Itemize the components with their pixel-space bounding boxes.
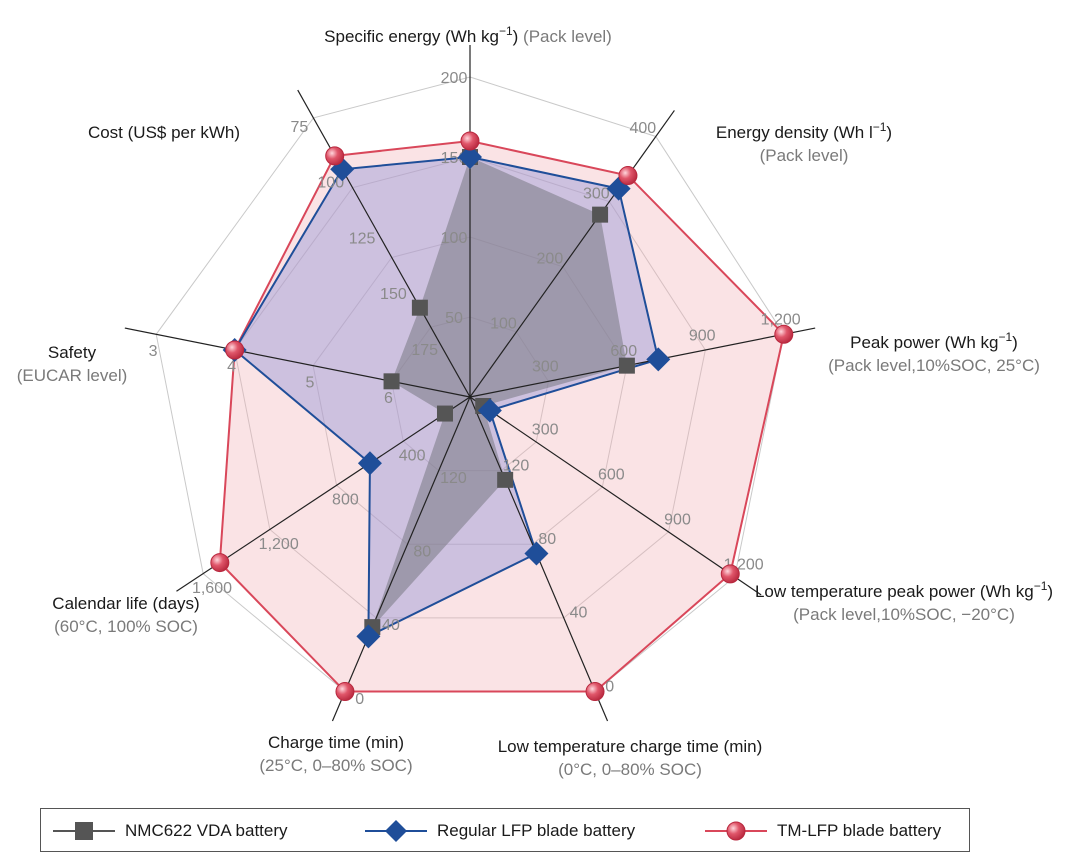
tick-label: 50: [445, 310, 463, 327]
axis-subtitle-5: (0°C, 0–80% SOC): [558, 760, 702, 779]
axis-title-6: Charge time (min): [268, 733, 404, 752]
data-point-2-4: [477, 398, 502, 423]
tick-label: 200: [537, 250, 564, 267]
tick-label: 1,200: [259, 536, 299, 553]
data-point-3-9: [325, 146, 345, 166]
grid-ring-3: [234, 156, 706, 619]
axis-spoke-4: [469, 396, 762, 596]
tick-label: 300: [532, 359, 559, 376]
tick-label: 6: [384, 390, 393, 407]
data-point-3-5: [585, 682, 605, 702]
data-point-3-6: [335, 682, 355, 702]
data-point-2-6: [356, 624, 381, 649]
tick-label: 150: [380, 286, 407, 303]
axis-subtitle-3: (Pack level,10%SOC, 25°C): [828, 356, 1040, 375]
series-area-nmc622-vda-battery: [372, 157, 627, 628]
tick-label: 40: [382, 617, 400, 634]
tick-label: 3: [149, 343, 158, 360]
tick-label: 600: [598, 467, 625, 484]
tick-label: 400: [399, 447, 426, 464]
legend-label-regular-lfp: Regular LFP blade battery: [437, 821, 636, 840]
tick-label: 100: [490, 316, 517, 333]
tick-label: 400: [629, 120, 656, 137]
legend-item-regular-lfp: Regular LFP blade battery: [363, 819, 635, 843]
data-point-3-1: [460, 131, 480, 151]
axis-spoke-3: [469, 327, 816, 398]
legend-label-nmc622: NMC622 VDA battery: [125, 821, 288, 840]
axis-subtitle-4: (Pack level,10%SOC, −20°C): [793, 605, 1015, 624]
axis-subtitle-6: (25°C, 0–80% SOC): [259, 756, 412, 775]
axis-title-9: Cost (US$ per kWh): [88, 123, 240, 142]
tick-label: 150: [441, 150, 468, 167]
data-point-2-7: [357, 451, 382, 476]
tick-label: 100: [317, 175, 344, 192]
tick-label: 1,600: [192, 580, 232, 597]
legend: NMC622 VDA battery Regular LFP blade bat…: [40, 808, 970, 852]
data-point-3-3: [774, 324, 794, 344]
legend-label-tm-lfp: TM-LFP blade battery: [777, 821, 942, 840]
series-area-tm-lfp-blade-battery: [218, 139, 785, 693]
tick-label: 80: [538, 531, 556, 548]
tick-label: 300: [532, 422, 559, 439]
axis-title-4: Low temperature peak power (Wh kg−1): [755, 579, 1053, 601]
tick-label: 75: [291, 119, 309, 136]
axis-title-5: Low temperature charge time (min): [498, 737, 763, 756]
data-point-1-2: [592, 206, 609, 223]
axis-spoke-9: [297, 89, 471, 398]
axis-title-3: Peak power (Wh kg−1): [850, 330, 1018, 352]
axis-subtitle-8: (EUCAR level): [17, 366, 128, 385]
data-point-2-5: [524, 541, 549, 566]
data-point-1-3: [618, 357, 635, 374]
axis-spoke-6: [331, 396, 471, 722]
square-marker-icon: [53, 822, 115, 840]
tick-label: 600: [610, 343, 637, 360]
data-point-1-5: [497, 471, 514, 488]
legend-item-nmc622: NMC622 VDA battery: [51, 819, 288, 843]
tick-label: 125: [349, 230, 376, 247]
data-point-1-8: [383, 373, 400, 390]
tick-label: 900: [664, 512, 691, 529]
data-point-1-9: [411, 299, 428, 316]
tick-label: 1,200: [761, 312, 801, 329]
circle-marker-icon: [705, 821, 767, 841]
tick-label: 100: [441, 230, 468, 247]
axis-subtitle-2: (Pack level): [760, 146, 849, 165]
tick-label: 175: [411, 342, 438, 359]
tick-label: 0: [605, 678, 614, 695]
data-point-2-3: [646, 347, 671, 372]
data-point-3-2: [618, 166, 638, 186]
data-point-1-7: [436, 405, 453, 422]
tick-label: 200: [441, 70, 468, 87]
axis-spoke-2: [469, 110, 675, 398]
legend-item-tm-lfp: TM-LFP blade battery: [703, 819, 941, 843]
tick-label: 900: [689, 327, 716, 344]
tick-label: 0: [355, 691, 364, 708]
tick-label: 800: [332, 492, 359, 509]
tick-label: 300: [583, 185, 610, 202]
axis-title-7: Calendar life (days): [52, 594, 199, 613]
data-point-3-8: [225, 340, 245, 360]
tick-label: 120: [440, 470, 467, 487]
tick-label: 120: [503, 457, 530, 474]
data-point-3-7: [210, 553, 230, 573]
tick-label: 5: [306, 374, 315, 391]
axis-spoke-8: [124, 327, 471, 398]
axis-title-1: Specific energy (Wh kg−1) (Pack level): [324, 24, 612, 46]
tick-label: 4: [227, 359, 236, 376]
data-point-2-1: [458, 145, 482, 169]
tick-label: 40: [570, 605, 588, 622]
tick-label: 80: [413, 544, 431, 561]
data-point-3-4: [720, 564, 740, 584]
diamond-marker-icon: [365, 820, 427, 842]
axis-title-8: Safety: [48, 343, 97, 362]
axis-title-2: Energy density (Wh l−1): [716, 120, 892, 142]
axis-subtitle-7: (60°C, 100% SOC): [54, 617, 198, 636]
